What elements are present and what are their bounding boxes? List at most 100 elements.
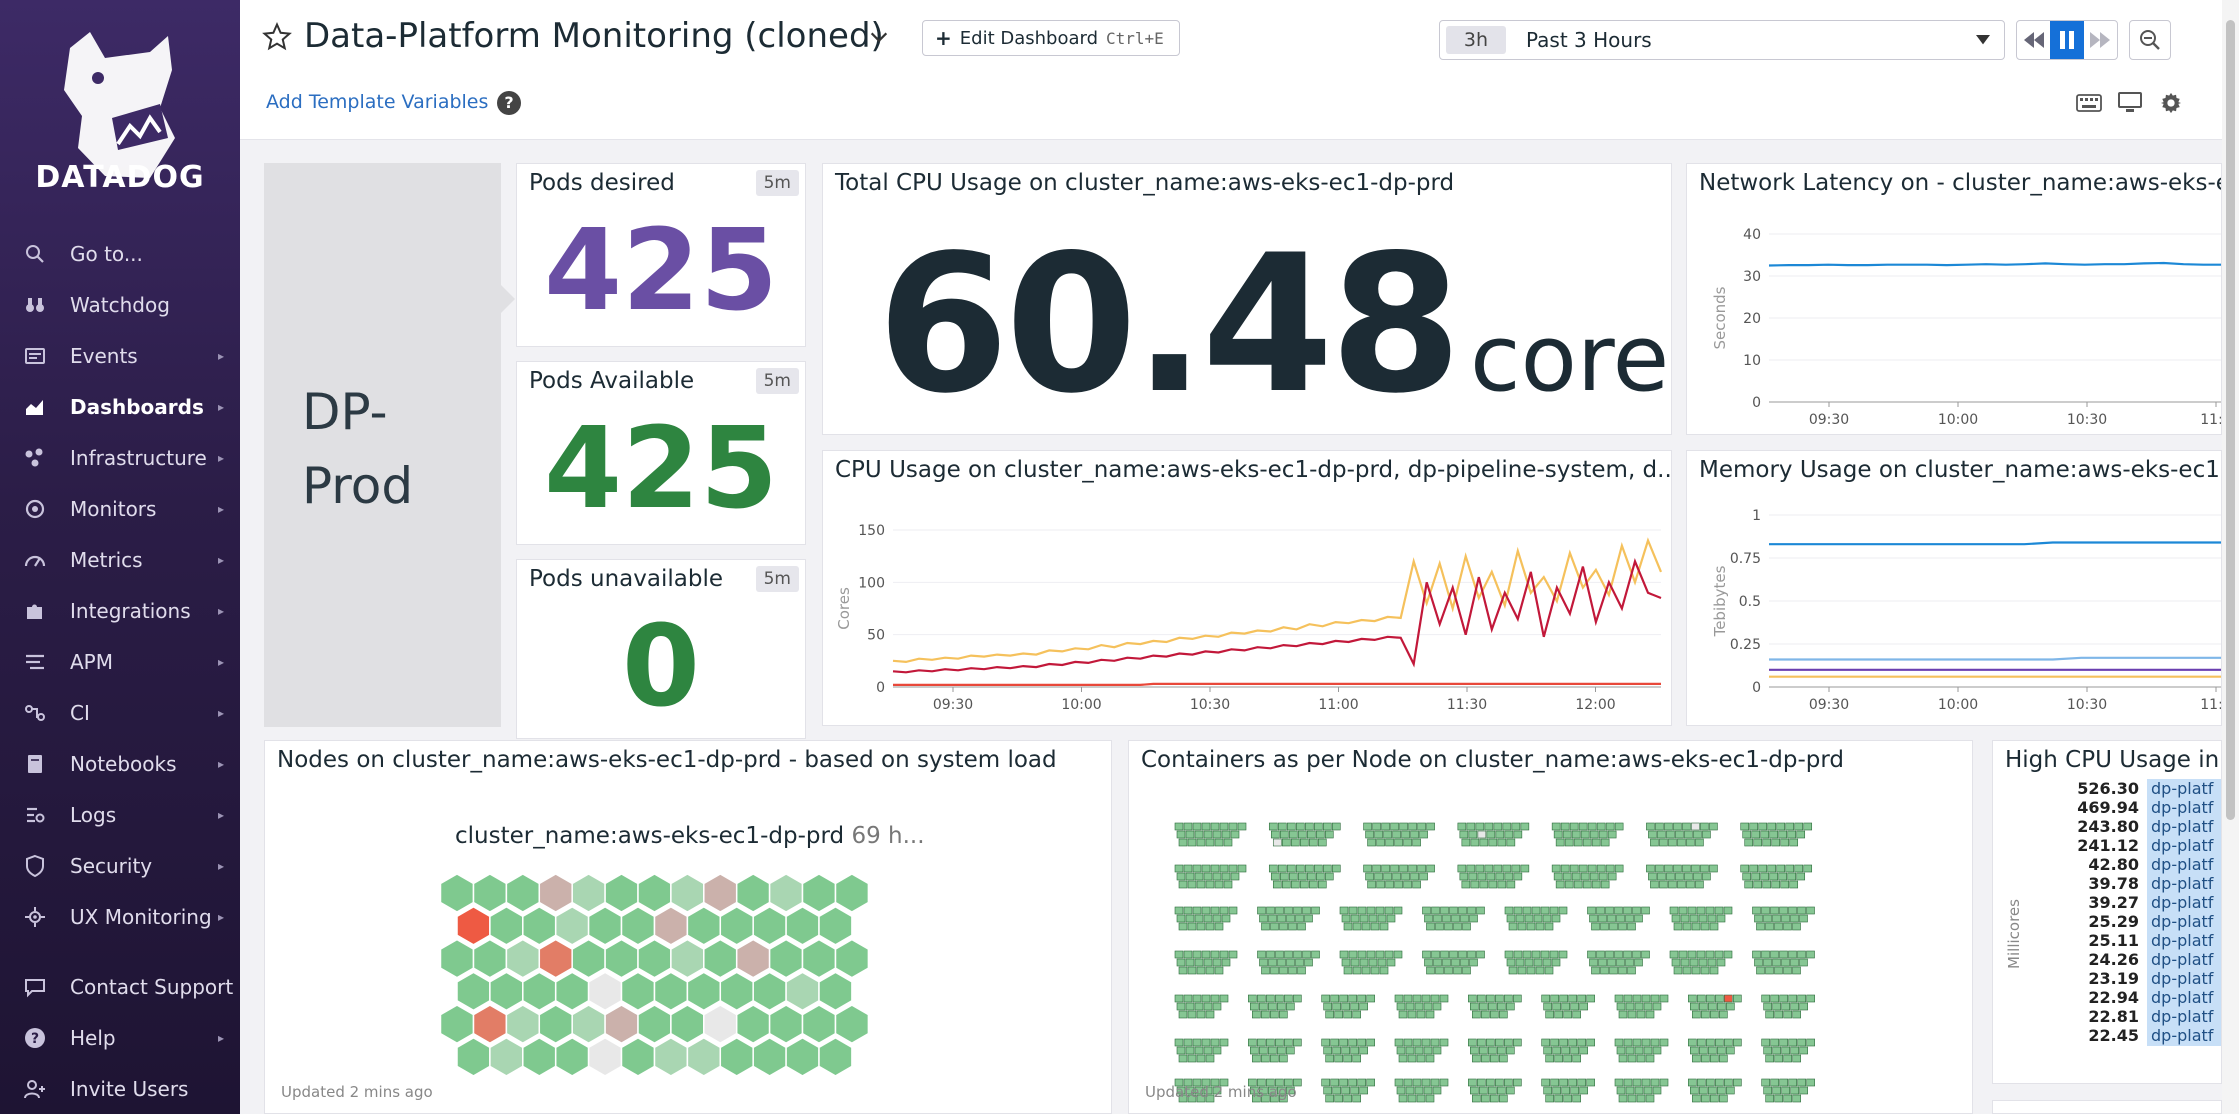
node-group[interactable] [1248, 1038, 1302, 1063]
series-line[interactable] [1769, 541, 2222, 546]
node-group[interactable] [1174, 950, 1238, 975]
host-hexagon[interactable] [785, 971, 820, 1012]
rewind-button[interactable] [2017, 21, 2050, 59]
host-hexagon[interactable] [801, 873, 837, 913]
host-hexagon[interactable] [752, 905, 787, 946]
node-group[interactable] [1614, 1078, 1669, 1103]
node-group[interactable] [1551, 864, 1624, 889]
node-group[interactable] [1614, 1038, 1669, 1063]
node-group[interactable] [1339, 906, 1403, 931]
node-group[interactable] [1646, 864, 1718, 889]
node-group[interactable] [1740, 864, 1813, 889]
toplist-row[interactable]: 243.80 dp-platf [2011, 817, 2221, 837]
host-hexagon[interactable] [439, 1004, 475, 1044]
node-group[interactable] [1248, 994, 1302, 1019]
host-hexagon[interactable] [719, 1037, 754, 1077]
chevron-down-icon[interactable] [868, 26, 890, 48]
node-group[interactable] [1321, 994, 1375, 1019]
toplist-row[interactable]: 241.12 dp-platf [2011, 836, 2221, 856]
host-hexagon[interactable] [604, 873, 639, 913]
node-group[interactable] [1339, 950, 1403, 975]
toplist-row[interactable]: 22.81 dp-platf [2011, 1007, 2221, 1027]
series-line[interactable] [893, 682, 1661, 686]
host-hexagon[interactable] [719, 971, 754, 1012]
host-hexagon[interactable] [456, 971, 491, 1012]
host-hexagon[interactable] [818, 971, 853, 1012]
node-group[interactable] [1541, 1078, 1595, 1103]
zoom-out-button[interactable] [2129, 20, 2171, 60]
host-hexagon[interactable] [439, 873, 475, 913]
sidebar-item-contact-support[interactable]: Contact Support [0, 963, 240, 1011]
sidebar-item-help[interactable]: ? Help ▸ [0, 1014, 240, 1062]
host-hexagon[interactable] [637, 873, 672, 913]
toplist-row[interactable]: 39.27 dp-platf [2011, 893, 2221, 913]
node-group[interactable] [1394, 1078, 1449, 1103]
toplist-row[interactable]: 39.78 dp-platf [2011, 874, 2221, 894]
query-value-widget-pods-available[interactable]: Pods Available 5m 425 [516, 361, 806, 545]
host-hexagon[interactable] [554, 971, 590, 1012]
dashboard-title[interactable]: Data-Platform Monitoring (cloned) [304, 16, 884, 56]
host-hexagon[interactable] [472, 1004, 508, 1044]
host-hexagon[interactable] [587, 971, 623, 1012]
host-hexagon[interactable] [571, 1004, 606, 1044]
memory-usage-chart[interactable]: 0 0.25 0.5 0.75 1 Tebibytes 09:30 10:00 10:30 11:… [1687, 451, 2222, 726]
host-hexagon[interactable] [505, 873, 541, 913]
sidebar-item-dashboards[interactable]: Dashboards ▸ [0, 383, 240, 431]
host-hexagon[interactable] [768, 1004, 804, 1044]
sidebar-item-metrics[interactable]: Metrics ▸ [0, 536, 240, 584]
host-hexagon[interactable] [522, 905, 557, 946]
host-hexagon[interactable] [538, 873, 573, 913]
keyboard-icon[interactable] [2076, 92, 2102, 114]
host-hexagon[interactable] [620, 1037, 656, 1077]
node-group[interactable] [1740, 822, 1813, 847]
toplist-row[interactable]: 42.80 dp-platf [2011, 855, 2221, 875]
host-hexagon[interactable] [456, 1037, 491, 1077]
host-hexagon[interactable] [670, 873, 705, 913]
host-hexagon[interactable] [818, 905, 853, 946]
host-hexagon[interactable] [801, 938, 837, 979]
host-hexagon[interactable] [489, 905, 524, 946]
host-hexagon[interactable] [620, 971, 656, 1012]
node-group[interactable] [1468, 1078, 1522, 1103]
host-hexagon[interactable] [703, 938, 738, 979]
page-scrollbar[interactable] [2222, 0, 2239, 1114]
node-group[interactable] [1268, 864, 1341, 889]
host-hexagon[interactable] [719, 905, 754, 946]
node-group[interactable] [1761, 1078, 1815, 1103]
toplist-row[interactable]: 22.45 dp-platf [2011, 1026, 2221, 1046]
node-group[interactable] [1688, 1078, 1742, 1103]
toplist-row[interactable]: 22.94 dp-platf [2011, 988, 2221, 1008]
host-hexagon[interactable] [522, 1037, 557, 1077]
node-group[interactable] [1646, 822, 1718, 847]
sidebar-item-infrastructure[interactable]: Infrastructure ▸ [0, 434, 240, 482]
toplist-row[interactable]: 25.29 dp-platf [2011, 912, 2221, 932]
host-hexagon[interactable] [637, 1004, 672, 1044]
sidebar-item-watchdog[interactable]: Watchdog [0, 281, 240, 329]
host-hexagon[interactable] [785, 905, 820, 946]
host-hexagon[interactable] [538, 938, 573, 979]
network-latency-chart[interactable]: 0 10 20 30 40 Seconds 09:30 10:00 10:30 11:0 [1687, 164, 2222, 435]
node-group[interactable] [1174, 1038, 1229, 1063]
host-hexagon[interactable] [505, 1004, 541, 1044]
host-hexagon[interactable] [489, 1037, 524, 1077]
sidebar-item-go-to[interactable]: Go to... [0, 230, 240, 278]
host-hexagon[interactable] [587, 1037, 623, 1077]
host-hexagon[interactable] [571, 873, 606, 913]
edit-dashboard-button[interactable]: + Edit Dashboard Ctrl+E [922, 20, 1180, 56]
node-group[interactable] [1614, 994, 1669, 1019]
host-hexagon[interactable] [670, 938, 705, 979]
node-group[interactable] [1587, 906, 1650, 931]
timeseries-widget-cpu-usage[interactable]: CPU Usage on cluster_name:aws-eks-ec1-dp… [822, 450, 1672, 726]
toplist-widget-high-cpu[interactable]: High CPU Usage in Millicores 526.30 dp-pl… [1992, 740, 2222, 1084]
host-hexagon[interactable] [637, 938, 672, 979]
node-group[interactable] [1468, 994, 1522, 1019]
hostmap-widget-containers[interactable]: Containers as per Node on cluster_name:a… [1128, 740, 1973, 1114]
host-hexagon[interactable] [686, 905, 722, 946]
host-hexagon[interactable] [620, 905, 656, 946]
host-hexagon[interactable] [834, 1004, 870, 1044]
host-hexagon[interactable] [686, 1037, 722, 1077]
query-value-widget-total-cpu[interactable]: Total CPU Usage on cluster_name:aws-eks-… [822, 163, 1672, 435]
node-group[interactable] [1257, 906, 1320, 931]
node-group[interactable] [1257, 950, 1320, 975]
host-hexagon[interactable] [768, 873, 804, 913]
